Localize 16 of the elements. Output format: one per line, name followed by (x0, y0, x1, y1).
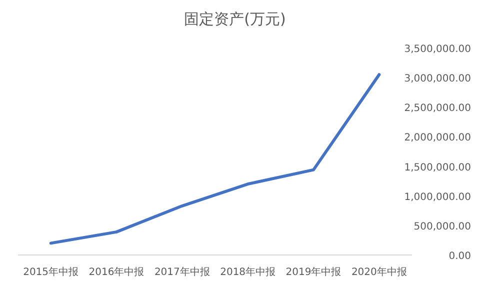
y-tick-label: 0.00 (448, 251, 471, 262)
y-tick-label: 3,500,000.00 (404, 44, 471, 55)
x-tick-label: 2015年中报 (23, 266, 79, 278)
line-series (49, 73, 381, 245)
x-tick-label: 2017年中报 (154, 266, 210, 278)
y-tick-label: 500,000.00 (414, 221, 471, 232)
x-tick-label: 2019年中报 (286, 266, 342, 278)
y-tick-label: 3,000,000.00 (404, 74, 471, 85)
chart-title: 固定资产(万元) (184, 10, 286, 28)
y-tick-label: 1,000,000.00 (404, 192, 471, 203)
y-tick-label: 1,500,000.00 (404, 162, 471, 174)
x-tick-label: 2016年中报 (88, 266, 144, 278)
x-tick-label: 2020年中报 (351, 266, 407, 278)
y-tick-label: 2,500,000.00 (404, 103, 471, 114)
y-tick-label: 2,000,000.00 (404, 132, 471, 144)
x-tick-label: 2018年中报 (220, 266, 276, 278)
